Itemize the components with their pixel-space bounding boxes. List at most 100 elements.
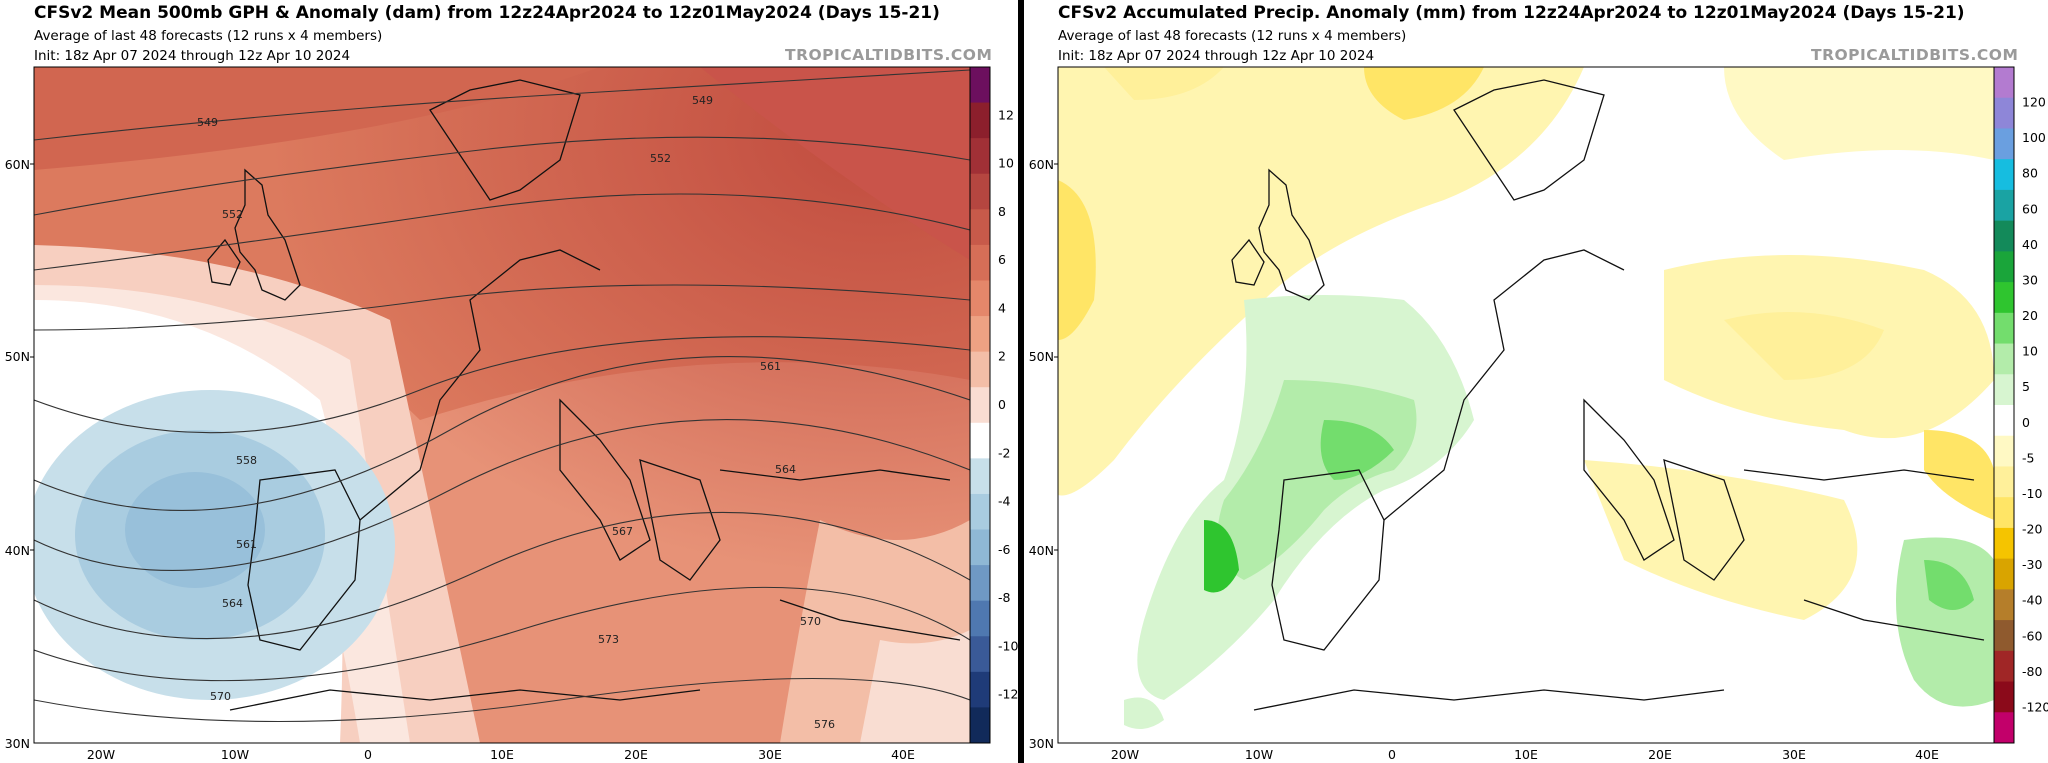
colorbar-label: -10 [2022,486,2042,501]
colorbar-swatch [1994,251,2014,283]
contour-label: 570 [210,690,231,703]
colorbar-swatch [1994,374,2014,406]
colorbar-label: 30 [2022,272,2038,287]
colorbar-label: 10 [998,156,1014,171]
lat-label: 40N [1029,543,1054,558]
colorbar-swatch [1994,589,2014,621]
gph-lon-axis: 20W 10W 0 10E 20E 30E 40E [87,747,915,762]
precip-lon-axis: 20W 10W 0 10E 20E 30E 40E [1111,747,1939,762]
precip-brand-watermark: TROPICALTIDBITS.COM [1811,46,2019,64]
precip-colorbar: 120 100 80 60 40 30 20 10 5 0 -5 -10 -20 -30 -40 -60 -80… [1993,66,2048,744]
lat-label: 40N [5,543,30,558]
colorbar-swatch [1994,712,2014,744]
gph-brand-watermark: TROPICALTIDBITS.COM [785,46,993,64]
colorbar-swatch [1994,312,2014,345]
lon-label: 30E [1782,747,1806,762]
contour-label: 552 [222,208,243,221]
lon-label: 10W [221,747,249,762]
contour-label: 567 [612,525,633,538]
contour-label: 564 [775,463,796,476]
precip-map-subtitle: Average of last 48 forecasts (12 runs x … [1058,28,1407,44]
contour-label: 549 [197,116,218,129]
colorbar-swatch [1994,128,2014,160]
precip-lat-axis: 60N 50N 40N 30N [1029,157,1058,751]
precip-map-init: Init: 18z Apr 07 2024 through 12z Apr 10… [1058,48,1375,64]
contour-label: 570 [800,615,821,628]
lon-label: 0 [1388,747,1396,762]
gph-lat-axis: 60N 50N 40N 30N [5,157,34,751]
lon-label: 20W [87,747,115,762]
colorbar-label: -60 [2022,628,2042,643]
lon-label: 10E [1514,747,1538,762]
lon-label: 0 [364,747,372,762]
gph-map-init: Init: 18z Apr 07 2024 through 12z Apr 10… [34,48,351,64]
contour-label: 549 [692,94,713,107]
colorbar-label: 10 [2022,344,2038,359]
colorbar-swatch [1994,497,2014,529]
lat-label: 30N [1029,736,1054,751]
colorbar-label: -12 [998,687,1018,702]
colorbar-swatch [1994,466,2014,498]
gph-colorbar: 12 10 8 6 4 2 0 -2 -4 -6 -8 -10 -12 [969,66,1018,744]
contour-label: 561 [760,360,781,373]
colorbar-swatch [970,707,990,744]
colorbar-swatch [1994,650,2014,683]
colorbar-label: 40 [2022,237,2038,252]
colorbar-swatch [970,280,990,317]
colorbar-swatch [970,67,990,104]
colorbar-swatch [970,636,990,673]
colorbar-label: 12 [998,107,1014,122]
colorbar-label: 100 [2022,130,2046,145]
colorbar-swatch [1994,343,2014,375]
colorbar-swatch [970,102,990,139]
colorbar-swatch [1994,220,2014,252]
lat-label: 50N [1029,349,1054,364]
lon-label: 20E [624,747,648,762]
colorbar-swatch [970,173,990,210]
lon-label: 30E [758,747,782,762]
colorbar-swatch [970,316,990,353]
lon-label: 20W [1111,747,1139,762]
contour-label: 552 [650,152,671,165]
lon-label: 10E [490,747,514,762]
colorbar-label: -2 [998,445,1010,460]
colorbar-swatch [970,529,990,566]
colorbar-swatch [970,565,990,602]
colorbar-label: -30 [2022,557,2042,572]
colorbar-swatch [1994,681,2014,713]
precip-map-title: CFSv2 Accumulated Precip. Anomaly (mm) f… [1058,3,1965,23]
colorbar-label: -8 [998,590,1011,605]
lat-label: 60N [1029,157,1054,172]
colorbar-swatch [970,422,990,459]
colorbar-swatch [970,671,990,708]
colorbar-swatch [970,209,990,246]
colorbar-label: 6 [998,252,1006,267]
colorbar-label: -6 [998,542,1011,557]
contour-label: 564 [222,597,243,610]
colorbar-swatch [1994,558,2014,590]
lon-label: 20E [1648,747,1672,762]
precip-map-area [1058,67,1994,743]
lon-label: 40E [1915,747,1939,762]
colorbar-label: -5 [2022,450,2034,465]
lat-label: 60N [5,157,30,172]
colorbar-frame [1993,66,2015,744]
colorbar-swatch [1994,97,2014,129]
colorbar-label: -80 [2022,664,2042,679]
gph-map-title: CFSv2 Mean 500mb GPH & Anomaly (dam) fro… [34,3,940,23]
colorbar-swatch [1994,405,2014,437]
gph-contour-labels: 549 552 549 552 558 561 564 570 573 576 … [197,94,835,731]
colorbar-swatch [970,458,990,495]
colorbar-swatch [1994,67,2014,99]
gph-map-area [34,67,970,743]
colorbar-swatch [1994,435,2014,467]
colorbar-label: -120 [2022,699,2048,714]
colorbar-label: -40 [2022,593,2042,608]
gph-map-figure: 549 552 549 552 558 561 564 570 573 576 … [5,66,1018,762]
gph-contours [34,69,970,723]
lat-label: 50N [5,349,30,364]
colorbar-swatch [1994,527,2014,560]
colorbar-label: 80 [2022,166,2038,181]
precip-map-figure: 60N 50N 40N 30N 20W 10W 0 10E 20E 30E 40… [1029,66,2048,762]
contour-label: 573 [598,633,619,646]
